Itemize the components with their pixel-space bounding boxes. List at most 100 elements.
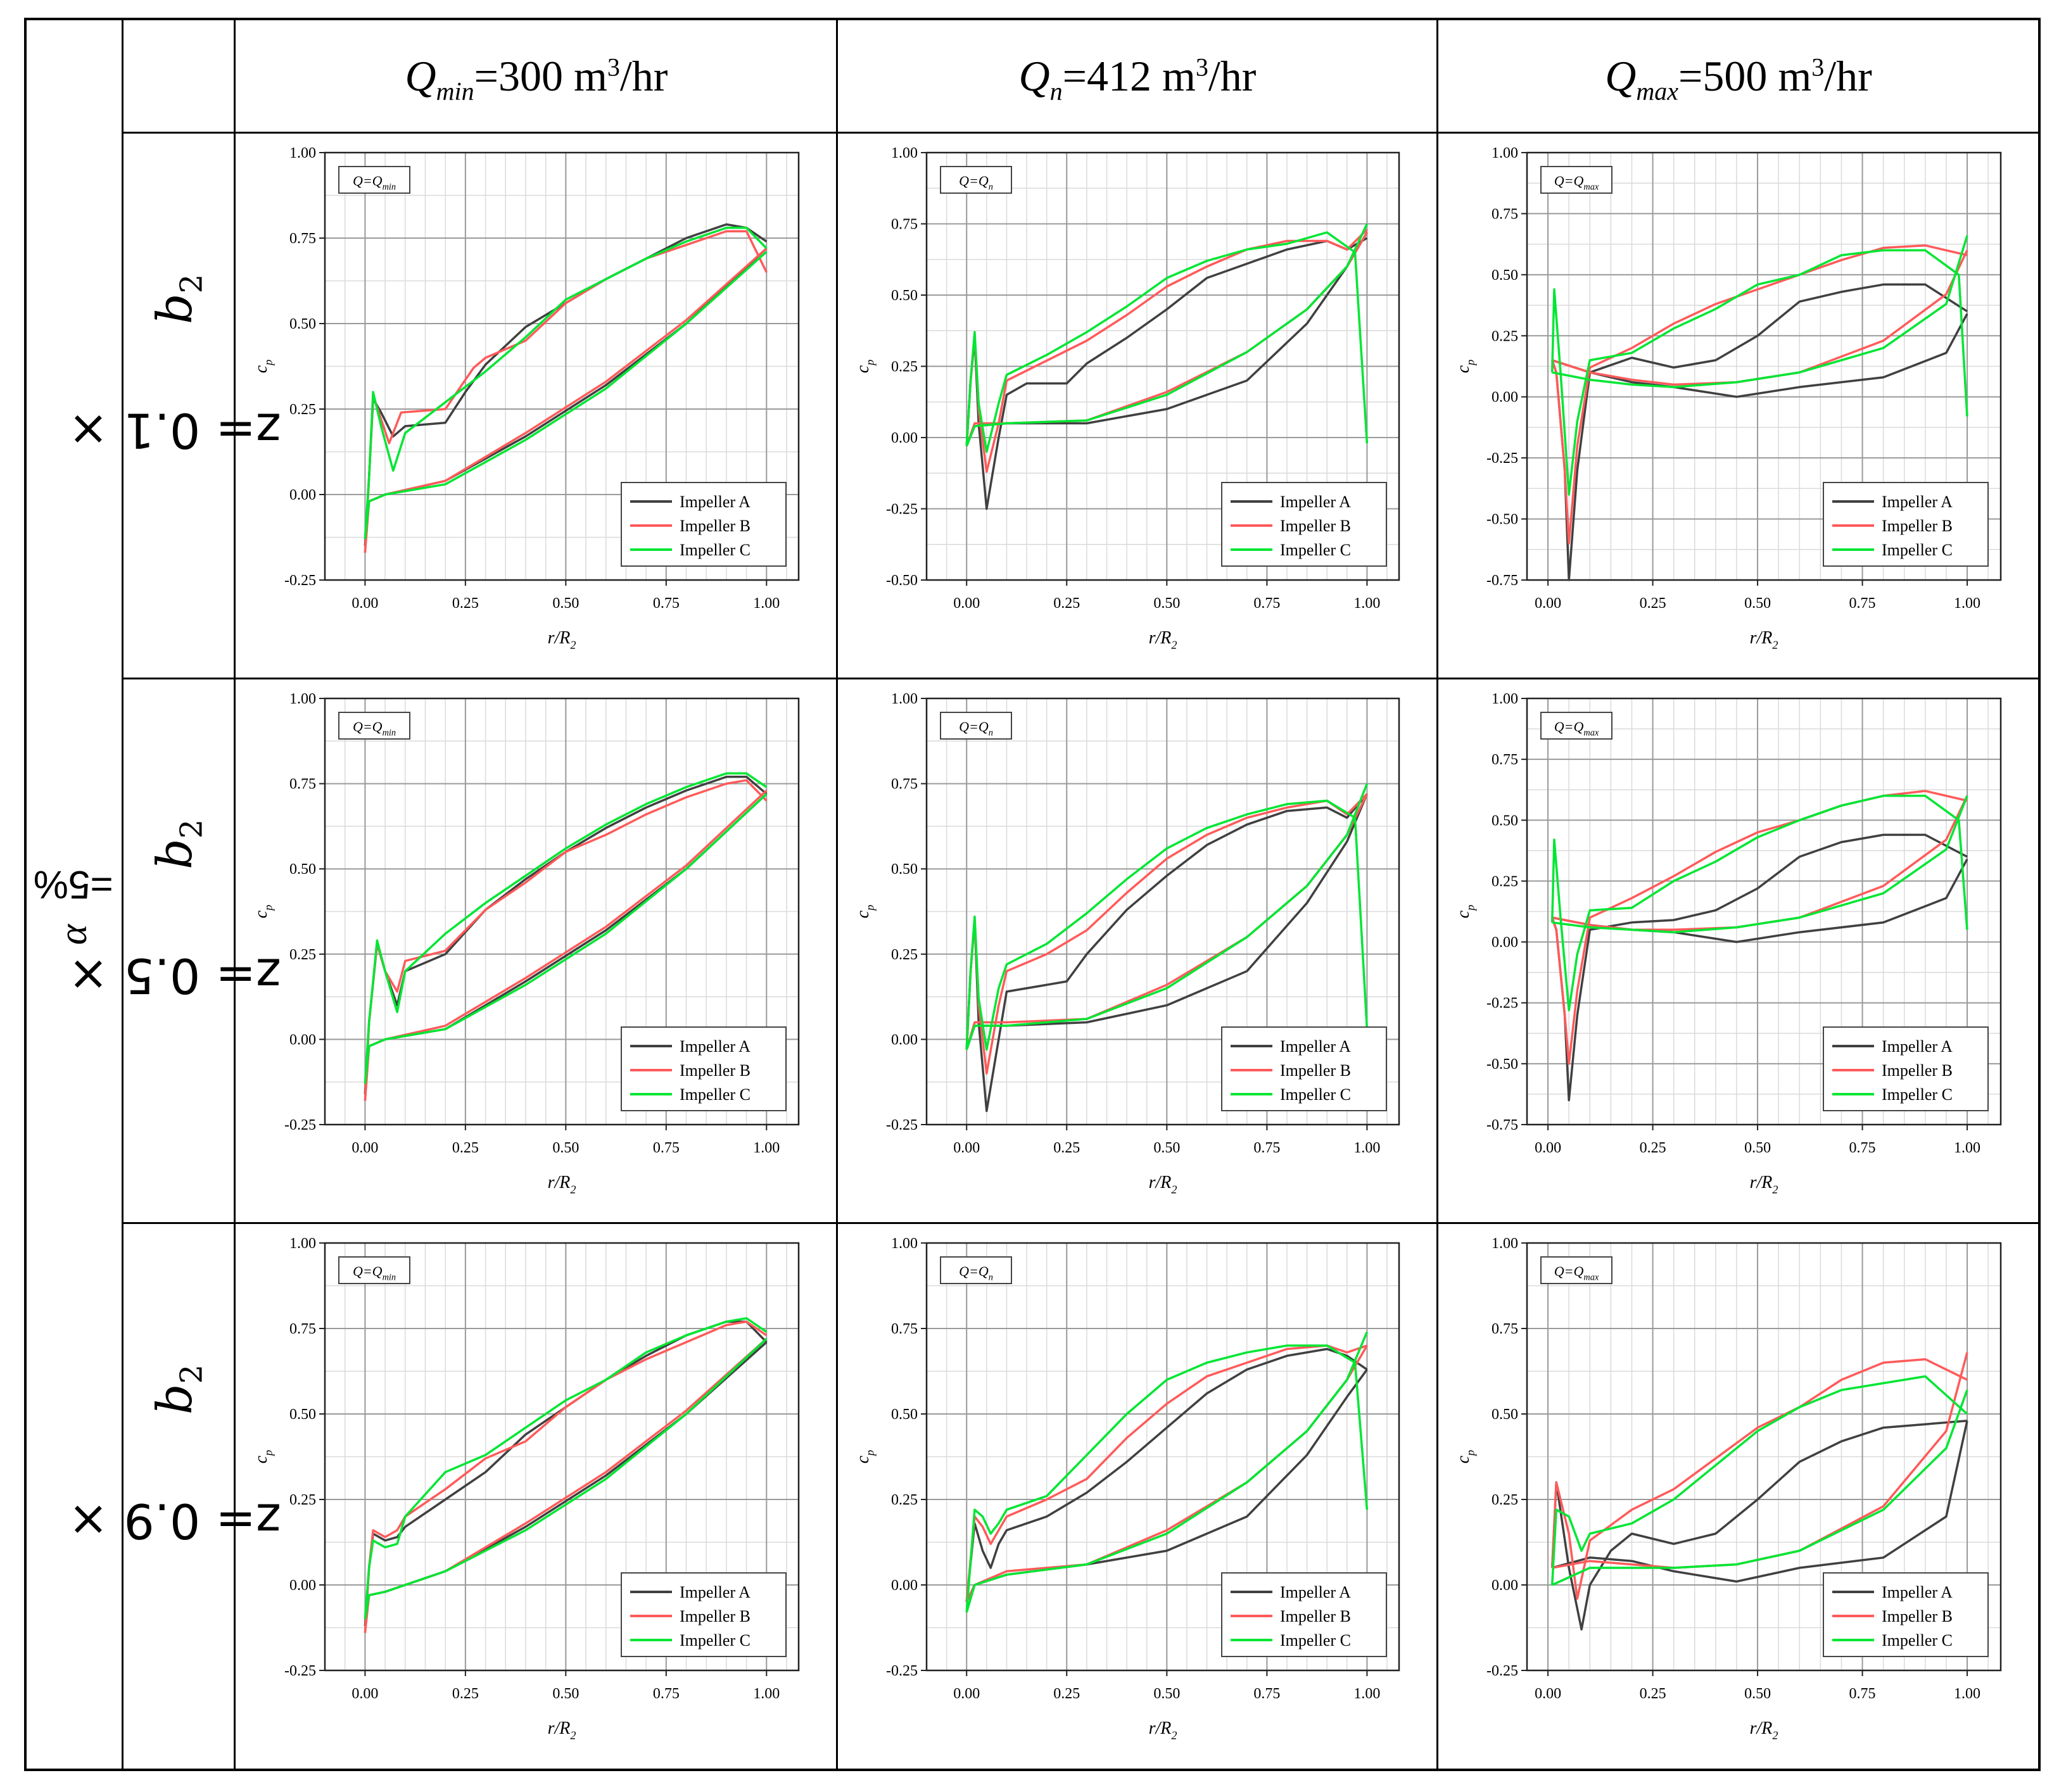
y-tick-label: 1.00 <box>289 145 316 161</box>
chart-cell-z09-qn: 0.00 0.25 0.50 0.75 1.00 -0.25 0.00 0.25 0.50 0.7… <box>838 1224 1437 1769</box>
y-tick-label: -0.75 <box>1486 1117 1518 1133</box>
x-tick-label: 1.00 <box>753 1686 780 1702</box>
y-tick-label: -0.25 <box>1486 1663 1518 1679</box>
suction-side-line <box>364 1337 768 1620</box>
y-tick-label: -0.50 <box>1486 1056 1518 1073</box>
y-tick-label: 0.25 <box>891 1492 918 1508</box>
cp-chart-z01-qn: 0.00 0.25 0.50 0.75 1.00 -0.50 -0.25 0.00 0.25 0.… <box>853 145 1400 651</box>
series-impeller-c <box>965 1331 1369 1613</box>
y-axis-title: cp <box>1454 905 1476 919</box>
y-tick-label: 1.00 <box>289 1235 316 1252</box>
flow-condition-box: Q=Qmin <box>338 712 410 740</box>
x-axis-title: r/R2 <box>1149 1173 1177 1196</box>
y-tick-label: 0.25 <box>891 359 918 375</box>
series-impeller-c <box>1550 1375 1968 1586</box>
table-divider-v3 <box>836 18 838 1771</box>
y-tick-label: 0.25 <box>1492 1492 1518 1508</box>
y-tick-label: 0.75 <box>1492 206 1518 222</box>
flow-box-label: Q=Qn <box>959 173 993 192</box>
plot-frame <box>1526 151 2002 581</box>
suction-side-line <box>364 793 768 1084</box>
y-tick-label: -0.50 <box>886 572 918 589</box>
suction-side-line <box>965 783 1369 1051</box>
y-tick-label: -0.25 <box>284 1117 316 1133</box>
legend-label: Impeller A <box>1882 493 1953 511</box>
suction-side-line <box>1552 235 1968 389</box>
y-tick-label: 0.25 <box>289 401 316 418</box>
legend-label: Impeller A <box>680 1583 751 1601</box>
col-header-qn: Qn=412 m3/hr <box>1018 51 1257 106</box>
plot-frame <box>1526 1242 2002 1672</box>
suction-side-line <box>364 251 768 539</box>
flow-box-frame <box>940 712 1012 740</box>
x-tick-label: 0.00 <box>953 1686 980 1702</box>
x-tick-label: 0.25 <box>1640 595 1666 612</box>
pressure-side-line <box>364 772 768 1084</box>
x-tick-label: 0.00 <box>1535 595 1561 612</box>
flow-box-frame <box>940 1256 1012 1284</box>
y-tick-label: 0.75 <box>891 217 918 233</box>
suction-side-line <box>965 223 1368 447</box>
legend-label: Impeller B <box>1280 1061 1351 1080</box>
chart-cell-z01-qmax: 0.00 0.25 0.50 0.75 1.00 -0.75 -0.50 -0.25 0.00 0… <box>1438 134 2039 678</box>
table-border-top <box>24 18 2041 20</box>
y-tick-label: 0.00 <box>289 1577 316 1594</box>
x-tick-label: 0.50 <box>552 1686 579 1702</box>
y-tick-label: 0.75 <box>289 230 316 247</box>
y-tick-label: 0.00 <box>289 1032 316 1048</box>
y-axis-title: cp <box>251 905 274 919</box>
row-header-z01: z= 0.1 × b2 <box>68 274 282 460</box>
legend-label: Impeller B <box>1882 1061 1953 1080</box>
flow-box-frame <box>338 1256 410 1284</box>
flow-condition-box: Q=Qmax <box>1540 1256 1612 1284</box>
x-tick-label: 0.00 <box>352 1140 378 1156</box>
x-tick-label: 0.25 <box>452 1140 479 1156</box>
y-tick-label: 0.50 <box>289 1406 316 1423</box>
y-tick-label: -0.25 <box>284 1663 316 1679</box>
flow-box-label: Q=Qn <box>959 1263 993 1283</box>
x-tick-label: 1.00 <box>753 1140 780 1156</box>
pressure-side-line <box>364 1317 768 1620</box>
y-tick-label: 0.50 <box>891 1406 918 1423</box>
legend: Impeller A Impeller B Impeller C <box>621 1572 787 1657</box>
legend-label: Impeller C <box>1882 1085 1953 1104</box>
row-header-z09: z= 0.9 × b2 <box>68 1365 282 1550</box>
x-axis-title: r/R2 <box>1750 628 1778 651</box>
legend-label: Impeller C <box>1882 1631 1953 1650</box>
y-tick-label: 0.00 <box>289 487 316 503</box>
x-tick-label: 0.75 <box>1253 595 1280 612</box>
legend-label: Impeller C <box>1280 541 1351 559</box>
row-header-z05: z= 0.5 × b2 <box>68 819 282 1005</box>
chart-cell-z05-qn: 0.00 0.25 0.50 0.75 1.00 -0.25 0.00 0.25 0.50 0.7… <box>838 679 1437 1223</box>
y-axis-title: cp <box>251 1450 274 1464</box>
pressure-side-line <box>1550 249 1968 496</box>
y-tick-label: 0.25 <box>1492 328 1518 344</box>
y-tick-label: 0.00 <box>1492 389 1518 406</box>
y-tick-label: 0.75 <box>891 776 918 793</box>
y-tick-label: -0.25 <box>886 1117 918 1133</box>
cp-chart-z09-qmax: 0.00 0.25 0.50 0.75 1.00 -0.25 0.00 0.25 0.50 0.7… <box>1454 1235 2002 1741</box>
y-tick-label: 0.50 <box>1492 267 1518 284</box>
y-tick-label: 1.00 <box>891 1235 918 1252</box>
series-impeller-c <box>965 783 1369 1051</box>
y-axis-title: cp <box>1454 1450 1476 1464</box>
pressure-side-line <box>965 1347 1368 1603</box>
x-tick-label: 1.00 <box>1353 595 1380 612</box>
cp-chart-z05-qmax: 0.00 0.25 0.50 0.75 1.00 -0.75 -0.50 -0.25 0.00 0… <box>1454 691 2002 1196</box>
y-tick-label: 0.00 <box>1492 1577 1518 1594</box>
x-tick-label: 0.25 <box>1053 595 1080 612</box>
y-tick-label: 0.75 <box>289 1321 316 1337</box>
legend: Impeller A Impeller B Impeller C <box>1221 1026 1387 1111</box>
flow-box-label: Q=Qmin <box>353 1263 396 1283</box>
legend: Impeller A Impeller B Impeller C <box>1221 1572 1387 1657</box>
y-tick-label: 0.50 <box>289 861 316 878</box>
plot-frame <box>925 1242 1400 1672</box>
plot-frame <box>925 697 1400 1126</box>
x-tick-label: 0.00 <box>352 1686 378 1702</box>
x-tick-label: 0.50 <box>1153 1140 1180 1156</box>
y-tick-label: 0.00 <box>891 1032 918 1048</box>
y-axis-title: cp <box>251 360 274 374</box>
flow-box-label: Q=Qn <box>959 719 993 738</box>
flow-condition-box: Q=Qmax <box>1540 712 1612 740</box>
